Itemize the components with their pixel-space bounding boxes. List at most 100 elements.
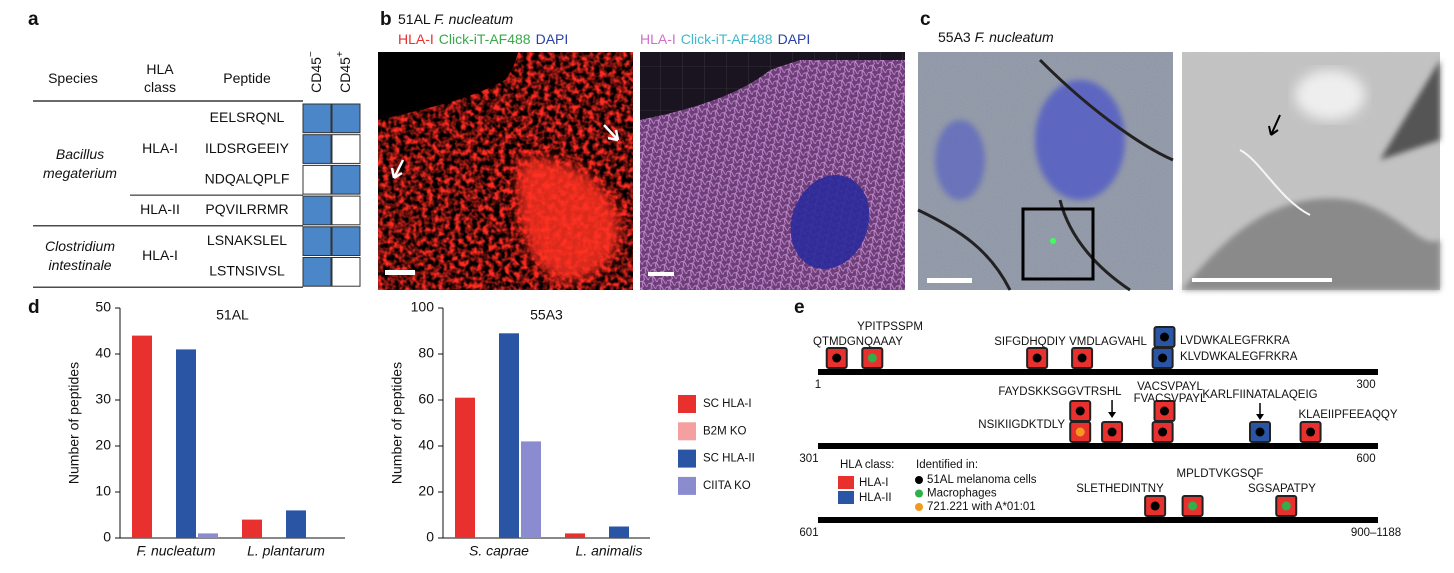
peptide-label: KLVDWKALEGFRKRA: [1180, 351, 1298, 363]
sample: 51AL: [398, 11, 431, 27]
peptide-label: VACSVPAYL: [1137, 381, 1203, 393]
bar: [176, 349, 196, 538]
channel: HLA-I: [640, 31, 676, 47]
micrograph-c-right: [1182, 52, 1440, 290]
peptide: NDQALQPLF: [205, 170, 290, 186]
legend-label: 721.221 with A*01:01: [927, 501, 1036, 513]
chart-title: 51AL: [216, 307, 249, 323]
cd45-header: CD45+: [335, 51, 353, 93]
source-dot: [1159, 332, 1169, 342]
y-tick-label: 60: [418, 391, 434, 407]
y-axis-label: Number of peptides: [66, 362, 82, 484]
legend-swatch: [678, 449, 696, 468]
x-tick-label: L. animalis: [576, 543, 643, 559]
bar: [455, 397, 475, 538]
channel: HLA-I: [398, 31, 434, 47]
peptide-label: FVACSVPAYL: [1134, 393, 1207, 405]
species: Clostridium intestinale: [45, 238, 115, 273]
micrograph-b-right: [640, 52, 905, 290]
text-line: Bacillus: [56, 146, 104, 162]
row-start: 1: [815, 379, 821, 391]
row-start: 301: [799, 453, 818, 465]
hla-class: HLA-II: [140, 201, 180, 217]
bar: [198, 533, 218, 538]
source-dot: [1032, 353, 1042, 363]
panel-letter: a: [28, 9, 39, 30]
panel-letter: e: [794, 297, 805, 318]
hla-class: HLA-I: [142, 140, 178, 156]
sample: 55A3: [938, 29, 971, 45]
peptide-label: FAYDSKKSGGVTRSHL: [998, 386, 1122, 398]
table-header: Peptide: [223, 70, 271, 86]
peptide-label: SGSAPATPY: [1248, 483, 1316, 495]
peptide: ILDSRGEEIY: [205, 140, 290, 156]
y-tick-label: 10: [95, 483, 111, 499]
cd45-cell: [331, 257, 361, 287]
cd45-sup: −: [306, 51, 317, 57]
channel: DAPI: [536, 31, 569, 47]
y-tick-label: 50: [95, 299, 111, 315]
text-line: Peptide: [223, 70, 271, 86]
legend-title: HLA class:: [840, 459, 894, 471]
y-tick-label: 40: [418, 437, 434, 453]
cd45-sup: +: [335, 51, 346, 57]
peptide-label: NSIKIIGDKTDLY: [978, 419, 1065, 431]
cd45-cell: [302, 164, 332, 195]
cd45-cell: [331, 195, 361, 226]
source-dot: [1075, 406, 1085, 416]
micrograph-c-left: [917, 52, 1174, 292]
source-dot: [1158, 427, 1168, 437]
y-tick-label: 30: [95, 391, 111, 407]
legend-dot: [915, 489, 923, 498]
legend-label: CIITA KO: [703, 480, 751, 492]
cd45-cell: [331, 226, 361, 257]
x-tick-label: F. nucleatum: [136, 543, 215, 559]
panel-b-title: 51AL F. nucleatum: [398, 11, 514, 27]
peptide-label: VMDLAGVAHL: [1069, 336, 1147, 348]
cd45-cell: [302, 195, 332, 226]
y-tick-label: 0: [426, 529, 434, 545]
text-line: intestinale: [48, 257, 111, 273]
channel: Click-iT-AF488: [439, 31, 531, 47]
species: Bacillus megaterium: [43, 146, 117, 181]
bar: [565, 533, 585, 538]
text-line: HLA: [146, 61, 174, 77]
bar: [286, 510, 306, 538]
source-dot: [1188, 501, 1198, 511]
text-line: Clostridium: [45, 238, 115, 254]
peptide: EELSRQNL: [210, 109, 285, 125]
y-tick-label: 20: [95, 437, 111, 453]
source-dot: [1281, 501, 1291, 511]
peptide-label: SIFGDHQDIY: [994, 336, 1066, 348]
micrograph-b-left: [378, 52, 633, 290]
legend-swatch: [838, 491, 854, 504]
cd45-cell: [302, 226, 332, 257]
peptide-label: LVDWKALEGFRKRA: [1180, 335, 1290, 347]
row-start: 601: [799, 527, 818, 539]
organism: F. nucleatum: [434, 11, 513, 27]
bar: [609, 526, 629, 538]
legend-dot: [915, 476, 923, 484]
peptide-label: YPITPSSPM: [857, 321, 923, 333]
table-header: HLA class: [144, 61, 176, 95]
panel-letter: c: [920, 9, 931, 30]
legend-label: SC HLA-I: [703, 398, 752, 410]
y-tick-label: 20: [418, 483, 434, 499]
peptide-label: KARLFIINATALAQEIG: [1202, 389, 1317, 401]
legend-swatch: [678, 422, 696, 441]
cd45-cell: [331, 134, 361, 164]
legend-swatch: [838, 476, 854, 489]
cd45-cell: [331, 103, 361, 134]
cd45-cell: [302, 134, 332, 164]
arrow-head: [1256, 414, 1265, 420]
source-dot: [1158, 353, 1168, 363]
peptide-label: SLETHEDINTNY: [1076, 483, 1164, 495]
cd45-cell: [302, 103, 332, 134]
bar: [132, 335, 152, 538]
legend-swatch: [678, 395, 696, 413]
y-tick-label: 40: [95, 345, 111, 361]
legend-label: 51AL melanoma cells: [927, 474, 1037, 486]
source-dot: [1306, 427, 1316, 437]
legend-swatch: [678, 476, 696, 495]
